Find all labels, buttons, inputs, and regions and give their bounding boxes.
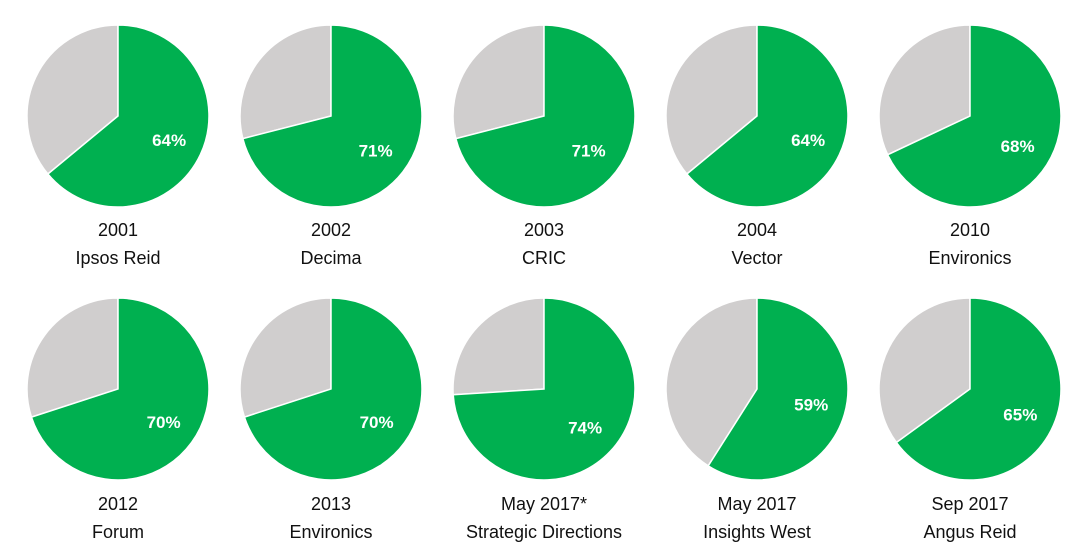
pie-9-share-slice — [707, 297, 849, 481]
pie-1-remainder-slice — [26, 24, 119, 176]
pie-6-year-caption: 2012 — [98, 494, 138, 514]
pie-3-data-label: 71% — [572, 142, 606, 161]
pie-4-year-caption: 2004 — [737, 220, 777, 240]
pie-1: 64% 2001 Ipsos Reid — [26, 24, 210, 268]
pie-5-data-label: 68% — [1001, 137, 1035, 156]
pie-3-remainder-slice — [452, 24, 545, 140]
pie-2-pollster-caption: Decima — [300, 248, 362, 268]
pie-10-year-caption: Sep 2017 — [931, 494, 1008, 514]
pie-7: 70% 2013 Environics — [239, 297, 423, 542]
pie-2-remainder-slice — [239, 24, 332, 140]
pie-6: 70% 2012 Forum — [26, 297, 210, 542]
pie-6-pollster-caption: Forum — [92, 522, 144, 542]
pie-8: 74% May 2017* Strategic Directions — [452, 297, 636, 542]
pie-10-share-slice — [895, 297, 1062, 481]
pie-2: 71% 2002 Decima — [239, 24, 423, 268]
pie-6-share-slice — [30, 297, 210, 481]
pie-8-year-caption: May 2017* — [501, 494, 587, 514]
pie-7-share-slice — [243, 297, 423, 481]
pie-5-remainder-slice — [878, 24, 971, 156]
pie-4-pollster-caption: Vector — [731, 248, 782, 268]
pie-10-data-label: 65% — [1003, 406, 1037, 425]
pie-9-year-caption: May 2017 — [717, 494, 796, 514]
pie-5: 68% 2010 Environics — [878, 24, 1062, 268]
pie-6-data-label: 70% — [147, 413, 181, 432]
pie-5-share-slice — [886, 24, 1062, 208]
pie-8-data-label: 74% — [568, 419, 602, 438]
pie-7-remainder-slice — [239, 297, 332, 419]
pie-9: 59% May 2017 Insights West — [665, 297, 849, 542]
pie-2-data-label: 71% — [359, 142, 393, 161]
pie-1-data-label: 64% — [152, 131, 186, 150]
pie-3-pollster-caption: CRIC — [522, 248, 566, 268]
pie-10: 65% Sep 2017 Angus Reid — [878, 297, 1062, 542]
pie-2-year-caption: 2002 — [311, 220, 351, 240]
pie-9-data-label: 59% — [794, 396, 828, 415]
pie-9-pollster-caption: Insights West — [703, 522, 811, 542]
pie-3: 71% 2003 CRIC — [452, 24, 636, 268]
pie-4-share-slice — [685, 24, 849, 208]
pie-7-pollster-caption: Environics — [289, 522, 372, 542]
pie-4: 64% 2004 Vector — [665, 24, 849, 268]
pie-2-share-slice — [241, 24, 423, 208]
pie-3-share-slice — [454, 24, 636, 208]
pie-1-share-slice — [46, 24, 210, 208]
pie-4-data-label: 64% — [791, 131, 825, 150]
pie-8-share-slice — [452, 297, 636, 481]
pie-7-data-label: 70% — [360, 413, 394, 432]
pie-8-pollster-caption: Strategic Directions — [466, 522, 622, 542]
pie-3-year-caption: 2003 — [524, 220, 564, 240]
pie-1-pollster-caption: Ipsos Reid — [75, 248, 160, 268]
pie-1-year-caption: 2001 — [98, 220, 138, 240]
pie-5-year-caption: 2010 — [950, 220, 990, 240]
pie-10-remainder-slice — [878, 297, 971, 444]
pie-10-pollster-caption: Angus Reid — [923, 522, 1016, 542]
pie-7-year-caption: 2013 — [311, 494, 351, 514]
pie-4-remainder-slice — [665, 24, 758, 176]
pie-8-remainder-slice — [452, 297, 545, 396]
pie-6-remainder-slice — [26, 297, 119, 419]
pie-5-pollster-caption: Environics — [928, 248, 1011, 268]
